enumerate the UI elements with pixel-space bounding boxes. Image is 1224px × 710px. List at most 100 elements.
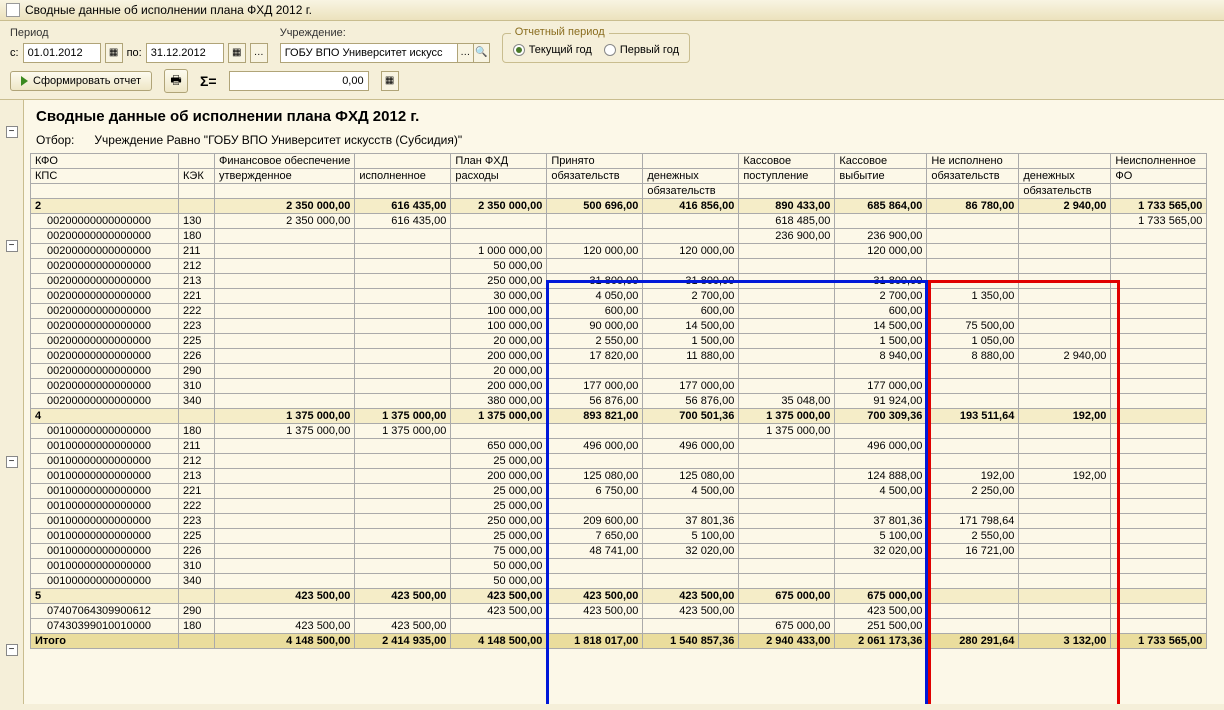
cell: 685 864,00 bbox=[835, 199, 927, 214]
table-row[interactable]: 00200000000000000310200 000,00177 000,00… bbox=[31, 379, 1207, 394]
table-row[interactable]: 0010000000000000022675 000,0048 741,0032… bbox=[31, 544, 1207, 559]
table-row[interactable]: 001000000000000001801 375 000,001 375 00… bbox=[31, 424, 1207, 439]
cell bbox=[355, 454, 451, 469]
table-row[interactable]: 00200000000000000180236 900,00236 900,00 bbox=[31, 229, 1207, 244]
table-row[interactable]: обязательствобязательств bbox=[31, 184, 1207, 199]
cell: 221 bbox=[179, 484, 215, 499]
table-row[interactable]: 00100000000000000223250 000,00209 600,00… bbox=[31, 514, 1207, 529]
table-row[interactable]: 0010000000000000022525 000,007 650,005 1… bbox=[31, 529, 1207, 544]
table-row[interactable]: 0010000000000000022125 000,006 750,004 5… bbox=[31, 484, 1207, 499]
cell bbox=[355, 379, 451, 394]
cell: 1 818 017,00 bbox=[547, 634, 643, 649]
cell: 1 500,00 bbox=[643, 334, 739, 349]
generate-report-button[interactable]: Сформировать отчет bbox=[10, 71, 152, 91]
table-row[interactable]: 0010000000000000022225 000,00 bbox=[31, 499, 1207, 514]
cell: 416 856,00 bbox=[643, 199, 739, 214]
institution-input[interactable] bbox=[281, 44, 457, 62]
cell: 423 500,00 bbox=[547, 604, 643, 619]
group-row[interactable]: 41 375 000,001 375 000,001 375 000,00893… bbox=[31, 409, 1207, 424]
cell: 616 435,00 bbox=[355, 214, 451, 229]
cell bbox=[215, 559, 355, 574]
table-row[interactable]: 00200000000000000340380 000,0056 876,005… bbox=[31, 394, 1207, 409]
cell bbox=[1111, 319, 1207, 334]
cell bbox=[739, 454, 835, 469]
table-row[interactable]: КФОФинансовое обеспечениеПлан ФХДПринято… bbox=[31, 154, 1207, 169]
report-area: − − − − Сводные данные об исполнении пла… bbox=[0, 100, 1224, 704]
table-row[interactable]: 00100000000000000213200 000,00125 080,00… bbox=[31, 469, 1207, 484]
cell bbox=[927, 274, 1019, 289]
cell bbox=[643, 559, 739, 574]
cell bbox=[355, 529, 451, 544]
date-to-input[interactable] bbox=[146, 43, 224, 63]
table-row[interactable]: 0020000000000000022130 000,004 050,002 7… bbox=[31, 289, 1207, 304]
cell bbox=[1019, 529, 1111, 544]
cell: 2 550,00 bbox=[927, 529, 1019, 544]
outline-toggle[interactable]: − bbox=[6, 456, 18, 468]
column-header: денежных bbox=[1019, 169, 1111, 184]
sum-calc-button[interactable]: ▦ bbox=[381, 71, 399, 91]
cell bbox=[927, 574, 1019, 589]
date-from-input[interactable] bbox=[23, 43, 101, 63]
cell bbox=[355, 394, 451, 409]
institution-dropdown-button[interactable]: … bbox=[457, 44, 473, 62]
cell: 423 500,00 bbox=[835, 604, 927, 619]
table-row[interactable]: 0010000000000000034050 000,00 bbox=[31, 574, 1207, 589]
cell bbox=[179, 199, 215, 214]
table-row[interactable]: 0020000000000000022520 000,002 550,001 5… bbox=[31, 334, 1207, 349]
table-row[interactable]: 0010000000000000021225 000,00 bbox=[31, 454, 1207, 469]
table-row[interactable]: 0020000000000000021250 000,00 bbox=[31, 259, 1207, 274]
sum-input[interactable] bbox=[229, 71, 369, 91]
cell: 200 000,00 bbox=[451, 379, 547, 394]
total-row[interactable]: Итого4 148 500,002 414 935,004 148 500,0… bbox=[31, 634, 1207, 649]
cell: 00100000000000000 bbox=[31, 484, 179, 499]
radio-first-year[interactable]: Первый год bbox=[604, 44, 679, 56]
cell bbox=[355, 229, 451, 244]
cell bbox=[1019, 619, 1111, 634]
window-title-bar: Сводные данные об исполнении плана ФХД 2… bbox=[0, 0, 1224, 21]
cell: 1 350,00 bbox=[927, 289, 1019, 304]
cell: 7 650,00 bbox=[547, 529, 643, 544]
table-row[interactable]: 0010000000000000031050 000,00 bbox=[31, 559, 1207, 574]
cell bbox=[643, 499, 739, 514]
table-row[interactable]: 00200000000000000223100 000,0090 000,001… bbox=[31, 319, 1207, 334]
table-row[interactable]: 00200000000000000222100 000,00600,00600,… bbox=[31, 304, 1207, 319]
cell bbox=[835, 559, 927, 574]
print-button[interactable]: 🖶 bbox=[164, 69, 188, 93]
cell: 2 414 935,00 bbox=[355, 634, 451, 649]
cell bbox=[355, 559, 451, 574]
cell: 180 bbox=[179, 619, 215, 634]
cell: 2 940,00 bbox=[1019, 349, 1111, 364]
cell: 700 309,36 bbox=[835, 409, 927, 424]
table-row[interactable]: 07407064309900612290423 500,00423 500,00… bbox=[31, 604, 1207, 619]
cell bbox=[739, 274, 835, 289]
group-row[interactable]: 22 350 000,00616 435,002 350 000,00500 6… bbox=[31, 199, 1207, 214]
table-row[interactable]: 0020000000000000029020 000,00 bbox=[31, 364, 1207, 379]
cell bbox=[1111, 604, 1207, 619]
institution-lookup-button[interactable]: 🔍 bbox=[473, 44, 489, 62]
date-from-picker-button[interactable]: ▦ bbox=[105, 43, 123, 63]
table-row[interactable]: 002000000000000002111 000 000,00120 000,… bbox=[31, 244, 1207, 259]
table-row[interactable]: 002000000000000001302 350 000,00616 435,… bbox=[31, 214, 1207, 229]
cell: 120 000,00 bbox=[835, 244, 927, 259]
column-header bbox=[355, 184, 451, 199]
period-ellipsis-button[interactable]: … bbox=[250, 43, 268, 63]
table-row[interactable]: 00200000000000000226200 000,0017 820,001… bbox=[31, 349, 1207, 364]
cell: 2 250,00 bbox=[927, 484, 1019, 499]
cell: 32 020,00 bbox=[835, 544, 927, 559]
radio-current-year[interactable]: Текущий год bbox=[513, 44, 592, 56]
outline-toggle[interactable]: − bbox=[6, 240, 18, 252]
cell: 75 000,00 bbox=[451, 544, 547, 559]
table-row[interactable]: 07430399010010000180423 500,00423 500,00… bbox=[31, 619, 1207, 634]
outline-toggle[interactable]: − bbox=[6, 644, 18, 656]
cell bbox=[835, 214, 927, 229]
cell bbox=[927, 214, 1019, 229]
outline-toggle[interactable]: − bbox=[6, 126, 18, 138]
group-row[interactable]: 5423 500,00423 500,00423 500,00423 500,0… bbox=[31, 589, 1207, 604]
column-header: расходы bbox=[451, 169, 547, 184]
institution-combo[interactable]: … 🔍 bbox=[280, 43, 490, 63]
table-row[interactable]: 00200000000000000213250 000,0031 800,003… bbox=[31, 274, 1207, 289]
column-header: ФО bbox=[1111, 169, 1207, 184]
table-row[interactable]: КПСКЭКутвержденноеисполненноерасходыобяз… bbox=[31, 169, 1207, 184]
table-row[interactable]: 00100000000000000211650 000,00496 000,00… bbox=[31, 439, 1207, 454]
date-to-picker-button[interactable]: ▦ bbox=[228, 43, 246, 63]
